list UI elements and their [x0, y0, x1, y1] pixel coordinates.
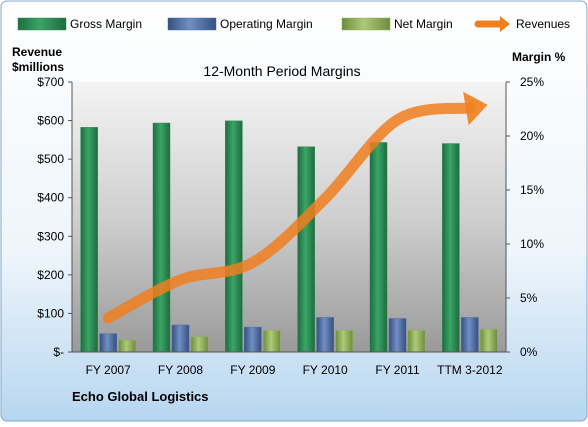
legend-label-revenues: Revenues — [516, 17, 570, 31]
plot-area — [72, 82, 506, 352]
legend-label-operating-margin: Operating Margin — [220, 17, 313, 31]
bar-gross-margin-fy-2007 — [80, 127, 98, 353]
legend: Gross Margin Operating Margin Net Margin Re… — [17, 16, 570, 32]
left-axis-tick-label: $500 — [37, 152, 64, 166]
bar-operating-margin-fy-2008 — [171, 324, 190, 353]
bar-gross-margin-fy-2009 — [225, 120, 243, 353]
left-axis-label-line1: Revenue — [12, 45, 62, 59]
bar-gross-margin-ttm-3-2012 — [442, 143, 460, 353]
bar-net-margin-fy-2007 — [118, 339, 136, 353]
right-axis-tick-label: 10% — [520, 237, 544, 251]
left-axis-tick-label: $300 — [37, 229, 64, 243]
bar-operating-margin-ttm-3-2012 — [461, 317, 479, 353]
bar-operating-margin-fy-2010 — [316, 317, 334, 353]
left-axis-tick-label: $- — [53, 345, 64, 359]
legend-swatch-net-margin — [341, 17, 391, 31]
left-axis-tick-label: $400 — [37, 191, 64, 205]
left-axis-tick-label: $200 — [37, 268, 64, 282]
left-axis-tick-label: $100 — [37, 306, 64, 320]
source-note: Echo Global Logistics — [72, 389, 209, 404]
bar-net-margin-fy-2008 — [190, 336, 209, 353]
right-axis-tick-label: 0% — [520, 345, 538, 359]
x-axis-tick-label: FY 2011 — [375, 363, 420, 377]
bar-gross-margin-fy-2008 — [152, 122, 171, 353]
revenue-arrowhead — [463, 91, 488, 126]
x-axis-tick-label: TTM 3-2012 — [437, 363, 503, 377]
left-axis-label-line2: $millions — [12, 60, 64, 74]
revenue-line — [102, 102, 476, 324]
right-axis-tick-label: 5% — [520, 291, 538, 305]
bar-operating-margin-fy-2007 — [99, 333, 117, 353]
x-axis-tick-label: FY 2010 — [303, 363, 348, 377]
chart-title: 12-Month Period Margins — [203, 63, 360, 79]
x-axis-tick-label: FY 2007 — [86, 363, 131, 377]
bar-net-margin-fy-2010 — [335, 330, 353, 353]
legend-label-gross-margin: Gross Margin — [70, 17, 142, 31]
bar-net-margin-fy-2009 — [263, 330, 281, 353]
axes-layer: $- $100 $200 $300 $400 $500 $600 $700 0% 5% 10% 15%… — [37, 75, 544, 377]
left-axis-tick-label: $600 — [37, 114, 64, 128]
legend-swatch-gross-margin — [17, 17, 67, 31]
legend-swatch-arrowhead — [500, 16, 510, 32]
right-axis-tick-label: 15% — [520, 183, 544, 197]
x-axis-tick-label: FY 2008 — [158, 363, 203, 377]
legend-swatch-operating-margin — [167, 17, 217, 31]
bar-net-margin-fy-2011 — [407, 330, 426, 353]
revenue-line-layer — [102, 91, 488, 324]
bar-operating-margin-fy-2011 — [388, 318, 407, 353]
x-axis-tick-label: FY 2009 — [230, 363, 275, 377]
bar-gross-margin-fy-2010 — [297, 146, 315, 353]
bar-operating-margin-fy-2009 — [244, 326, 262, 353]
right-axis-tick-label: 25% — [520, 75, 544, 89]
bar-net-margin-ttm-3-2012 — [480, 329, 498, 353]
bars-layer — [80, 120, 498, 353]
left-axis-tick-label: $700 — [37, 75, 64, 89]
right-axis-label: Margin % — [512, 50, 566, 64]
right-axis-tick-label: 20% — [520, 129, 544, 143]
legend-label-net-margin: Net Margin — [394, 17, 453, 31]
bar-gross-margin-fy-2011 — [369, 142, 388, 353]
